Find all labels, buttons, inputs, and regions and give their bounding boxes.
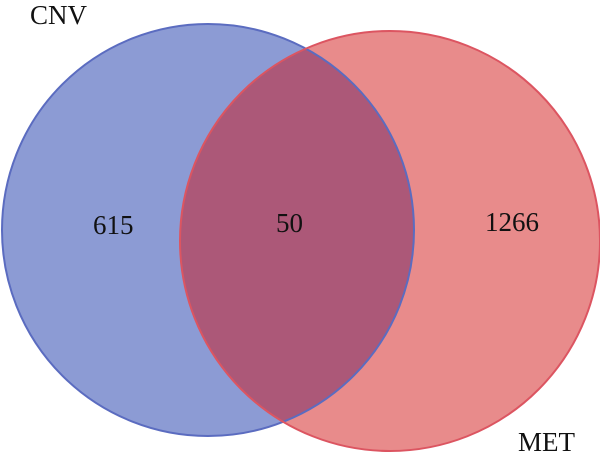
region-count: 1266 <box>485 207 539 237</box>
intersection-count: 50 <box>276 208 303 238</box>
set-label: MET <box>518 427 576 457</box>
set-outline <box>1 23 415 437</box>
set-label: CNV <box>30 0 88 30</box>
intersection-region <box>180 31 414 436</box>
region-count: 615 <box>93 210 134 240</box>
set-outline <box>179 30 600 452</box>
